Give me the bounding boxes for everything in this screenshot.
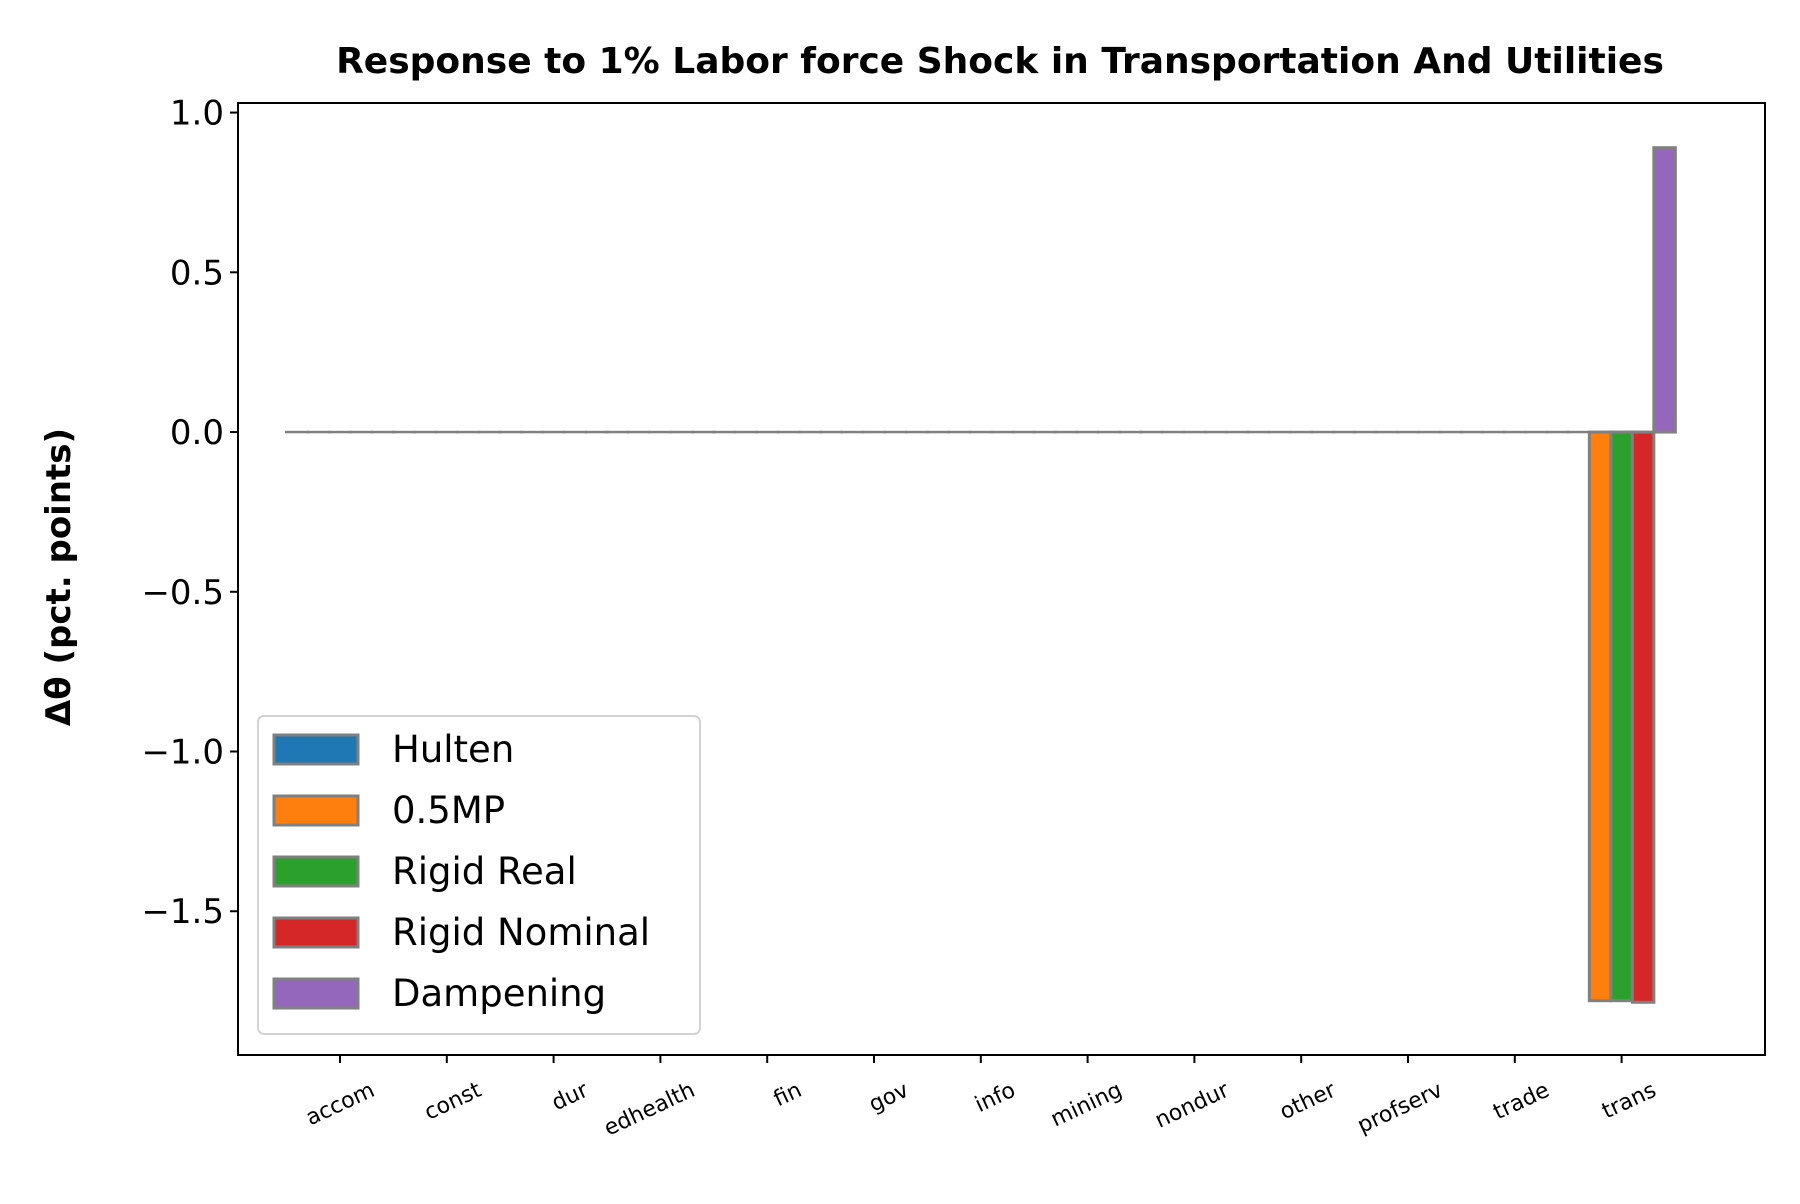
bar-rigid-nominal-trans: [1632, 432, 1654, 1002]
legend-swatch-0-5mp: [274, 796, 358, 825]
legend-swatch-rigid-real: [274, 857, 358, 886]
bar-0-5mp-trans: [1589, 432, 1611, 1001]
y-tick-label: −0.5: [141, 573, 224, 613]
y-axis-label: Δθ (pct. points): [39, 428, 79, 726]
x-tick-label-edhealth: edhealth: [600, 1078, 699, 1142]
legend-swatch-rigid-nominal: [274, 918, 358, 947]
x-tick-label-dur: dur: [548, 1077, 593, 1116]
legend-swatch-hulten: [274, 735, 358, 764]
x-tick-label-info: info: [971, 1078, 1019, 1118]
x-tick-label-trans: trans: [1598, 1078, 1660, 1125]
x-tick-label-accom: accom: [302, 1078, 378, 1131]
x-tick-label-const: const: [421, 1078, 486, 1126]
legend-label-0-5mp: 0.5MP: [392, 789, 505, 832]
y-tick-label: −1.0: [141, 733, 224, 773]
chart-title: Response to 1% Labor force Shock in Tran…: [336, 41, 1664, 82]
bar-rigid-real-trans: [1611, 432, 1633, 1001]
legend-label-hulten: Hulten: [392, 728, 514, 771]
x-tick-label-trade: trade: [1490, 1078, 1554, 1125]
y-tick-label: 1.0: [170, 94, 224, 134]
x-tick-label-profserv: profserv: [1354, 1078, 1447, 1139]
y-tick-label: 0.5: [170, 253, 224, 293]
bar-dampening-trans: [1654, 148, 1676, 432]
x-tick-label-gov: gov: [865, 1078, 912, 1118]
legend-swatch-dampening: [274, 979, 358, 1008]
legend-label-rigid-real: Rigid Real: [392, 850, 577, 893]
legend: Hulten 0.5MP Rigid Real Rigid Nominal Dampen…: [258, 716, 700, 1034]
y-tick-label: −1.5: [141, 892, 224, 932]
legend-label-dampening: Dampening: [392, 972, 606, 1015]
x-tick-label-mining: mining: [1047, 1078, 1126, 1133]
x-tick-label-other: other: [1276, 1077, 1341, 1125]
legend-label-rigid-nominal: Rigid Nominal: [392, 911, 650, 954]
y-tick-label: 0.0: [170, 413, 224, 453]
x-tick-label-fin: fin: [770, 1078, 806, 1112]
x-tick-label-nondur: nondur: [1151, 1077, 1233, 1133]
